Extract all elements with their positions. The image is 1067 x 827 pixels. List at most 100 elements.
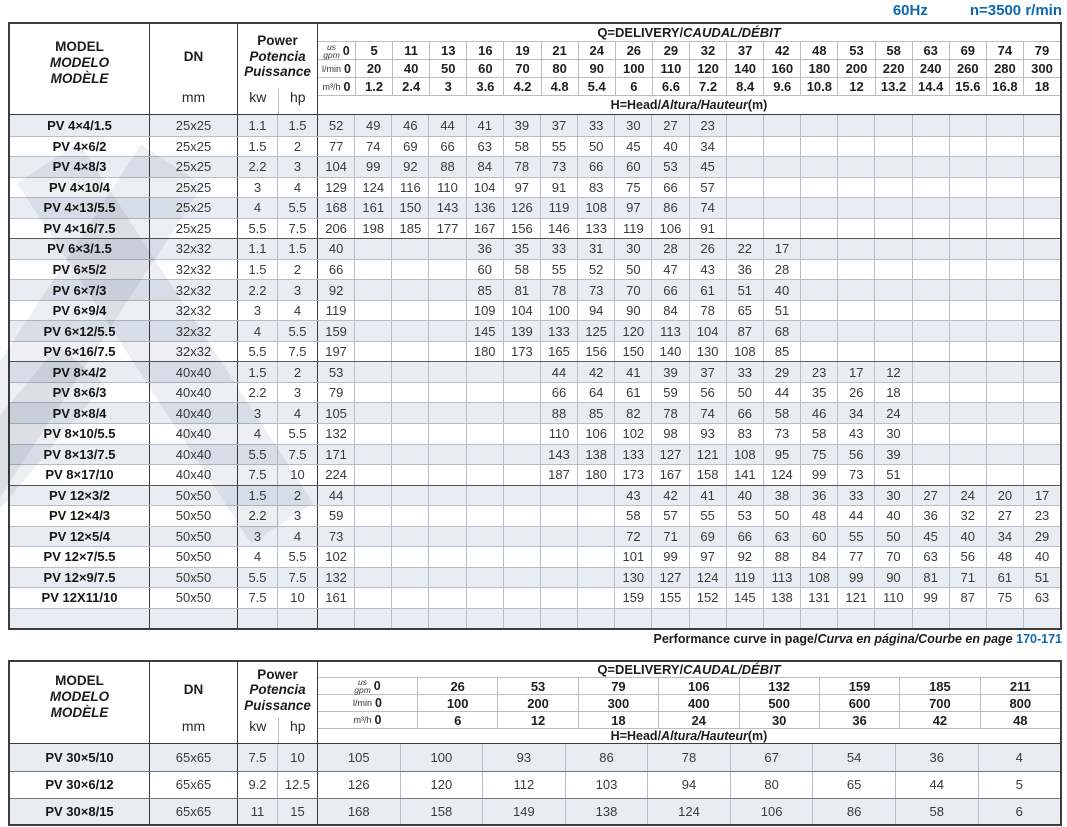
- table-row: PV 12×4/3 50x50 2.2 3 59 58 57 55 53 50 48 44 40 36 32…: [10, 505, 1060, 526]
- hp-cell: 7.5: [278, 444, 318, 465]
- h-title-italic: Altura/Hauteur: [661, 98, 748, 112]
- kw-cell: 4: [238, 198, 278, 218]
- head-value-cell: 35: [801, 382, 839, 403]
- hp-unit-label: hp: [277, 89, 318, 114]
- head-value-cell: 161: [318, 588, 356, 608]
- hp-cell: 7.5: [278, 218, 318, 239]
- head-value-cell: 52: [318, 115, 356, 136]
- q-lmin-value: 400: [659, 695, 740, 711]
- head-value-cell: 126: [318, 771, 401, 798]
- dn-unit-label: mm: [181, 89, 206, 105]
- head-value-cell: 78: [652, 403, 690, 423]
- head-value-cell: [987, 300, 1024, 321]
- head-value-cell: [541, 567, 579, 588]
- q-m3h-zero: 0: [374, 713, 382, 727]
- model-cell: PV 12×9/7.5: [10, 567, 150, 588]
- head-value-cell: 49: [355, 115, 393, 136]
- head-value-cell: [987, 362, 1024, 382]
- head-value-cell: [392, 382, 430, 403]
- dn-cell: 40x40: [150, 465, 238, 485]
- head-value-cell: [355, 465, 393, 485]
- head-value-cell: [467, 506, 504, 526]
- q-m3h-value: 4.2: [504, 78, 542, 95]
- head-value-cell: 86: [566, 744, 649, 771]
- head-value-cell: [913, 198, 950, 218]
- h-head-title: H=Head/Altura/Hauteur (m): [318, 96, 1060, 114]
- q-gpm-value: 26: [616, 42, 653, 59]
- head-value-cell: 78: [504, 157, 541, 177]
- head-value-cell: 159: [318, 321, 356, 341]
- power-unit-row: kw hp: [238, 89, 317, 114]
- head-value-cell: 88: [541, 403, 579, 423]
- head-value-cell: [801, 259, 839, 280]
- q-gpm-value: 37: [727, 42, 765, 59]
- head-value-cell: 127: [652, 567, 690, 588]
- model-cell: PV 6×3/1.5: [10, 239, 150, 259]
- q-m3h-value: 10.8: [801, 78, 839, 95]
- dn-unit-label: mm: [181, 718, 206, 734]
- head-value-cell: 36: [727, 259, 764, 280]
- head-value-cell: 32: [950, 506, 987, 526]
- q-gpm-value: 11: [393, 42, 431, 59]
- head-value-cell: [504, 382, 541, 403]
- kw-unit-label: kw: [249, 89, 267, 105]
- head-value-cell: [467, 382, 504, 403]
- head-value-cell: [950, 218, 987, 239]
- q-lmin-value: 220: [876, 60, 913, 77]
- head-value-cell: [467, 444, 504, 465]
- head-value-cell: 136: [467, 198, 504, 218]
- q-lmin-value: 180: [801, 60, 839, 77]
- head-value-cell: 53: [318, 362, 356, 382]
- head-value-cell: [541, 608, 579, 629]
- head-value-cell: [913, 465, 950, 485]
- head-value-cell: 58: [504, 259, 541, 280]
- kw-cell: 4: [238, 321, 278, 341]
- head-value-cell: 78: [648, 744, 731, 771]
- head-value-cell: [1024, 362, 1060, 382]
- q-lmin-value: 80: [542, 60, 579, 77]
- head-value-cell: 65: [727, 300, 764, 321]
- hp-cell: 7.5: [278, 567, 318, 588]
- power-label-fr: Puissance: [244, 697, 311, 713]
- unit-row-gpm: us gpm 0 5 11 13 16 19 21 24 26 29 32 37 42 48 53 58 63 69 7…: [318, 42, 1060, 60]
- head-value-cell: 124: [690, 567, 727, 588]
- head-value-cell: [987, 423, 1024, 444]
- head-value-cell: [801, 239, 839, 259]
- head-value-cell: 58: [615, 506, 653, 526]
- head-value-cell: 87: [727, 321, 764, 341]
- head-value-cell: [838, 341, 876, 362]
- q-gpm-value: 63: [913, 42, 950, 59]
- head-value-cell: [1024, 178, 1060, 198]
- head-value-cell: 17: [838, 362, 876, 382]
- head-value-cell: 94: [578, 300, 616, 321]
- model-cell: PV 30×8/15: [10, 798, 150, 825]
- q-m3h-value: 7.2: [690, 78, 728, 95]
- head-value-cell: [913, 444, 950, 465]
- head-value-cell: [541, 506, 579, 526]
- head-value-cell: [1024, 342, 1060, 362]
- head-value-cell: 57: [652, 506, 690, 526]
- head-value-cell: [913, 423, 950, 444]
- head-value-cell: [987, 136, 1024, 157]
- head-value-cell: 58: [801, 423, 839, 444]
- kw-cell: 3: [238, 403, 278, 423]
- h-title-italic: Altura/Hauteur: [661, 729, 748, 743]
- head-value-cell: 43: [690, 259, 727, 280]
- head-value-cell: [392, 239, 430, 259]
- head-value-cell: 79: [318, 382, 356, 403]
- dn-cell: [150, 608, 238, 629]
- q-m3h-value: 12: [498, 712, 579, 728]
- note-page-reference: 170-171: [1016, 632, 1062, 646]
- kw-cell: 7.5: [238, 465, 278, 485]
- head-value-cell: 53: [652, 157, 690, 177]
- head-value-cell: [355, 547, 393, 567]
- q-m3h-value: 36: [820, 712, 901, 728]
- head-value-cell: [764, 608, 802, 629]
- head-value-cell: 26: [838, 382, 876, 403]
- head-value-cell: 36: [896, 744, 979, 771]
- head-value-cell: [987, 280, 1024, 300]
- head-value-cell: [429, 485, 467, 506]
- model-label-fr: MODÈLE: [50, 71, 109, 86]
- head-value-cell: 94: [648, 771, 731, 798]
- q-m3h-value: 13.2: [876, 78, 913, 95]
